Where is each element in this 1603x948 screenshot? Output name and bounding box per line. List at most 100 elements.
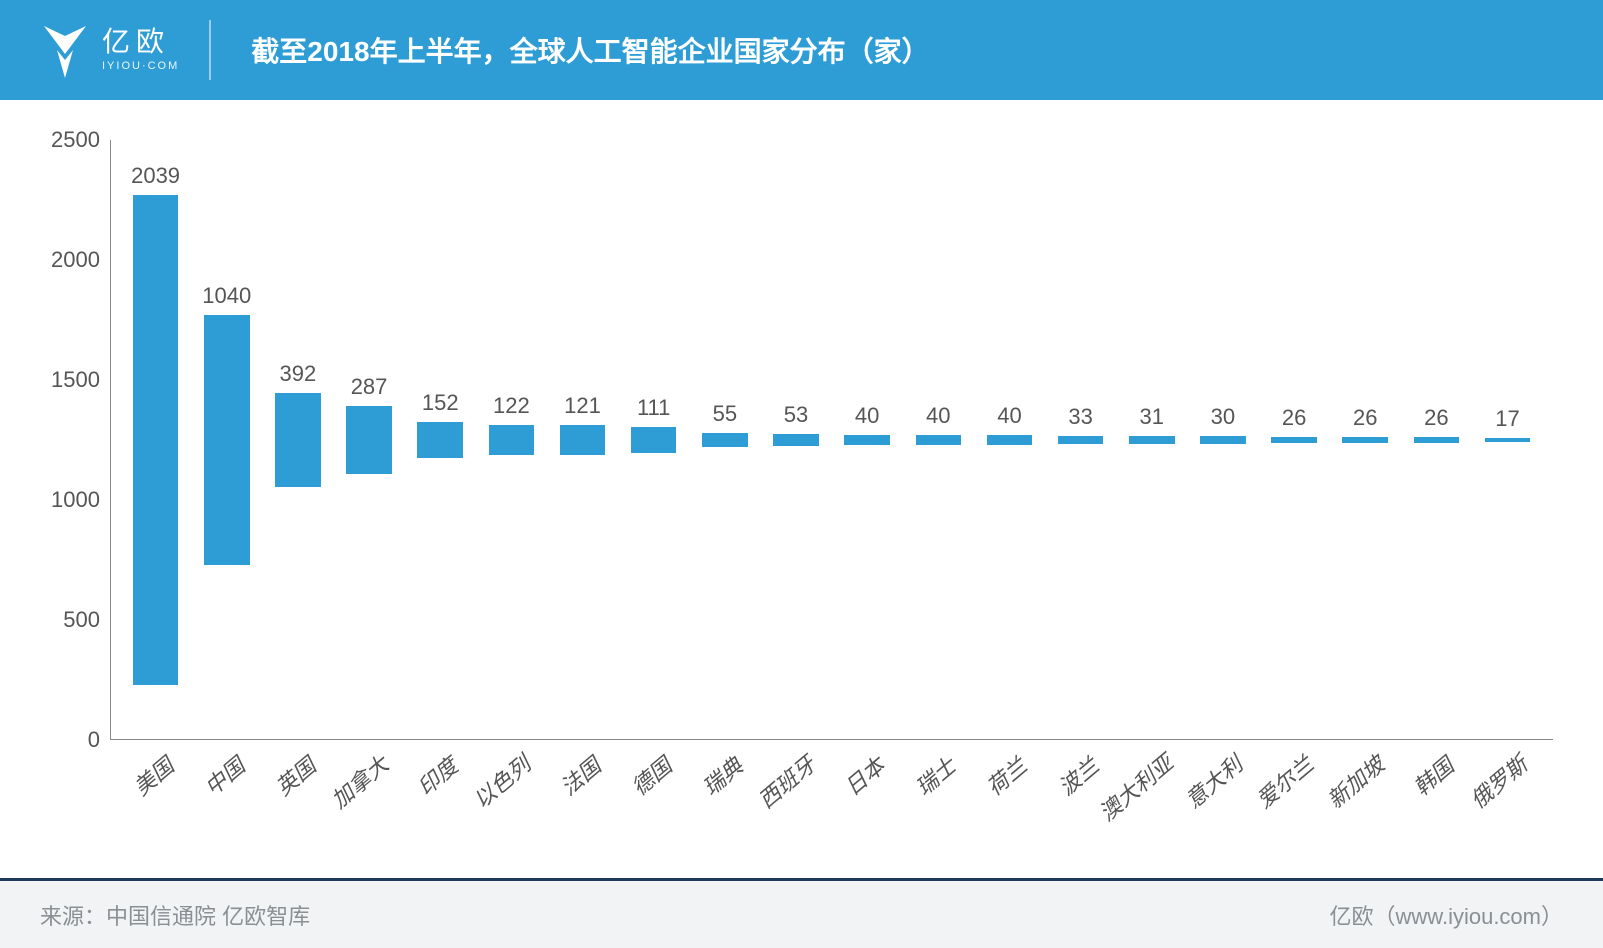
y-axis: 05001000150020002500 xyxy=(40,140,110,740)
bar xyxy=(773,434,819,447)
bar xyxy=(1271,437,1317,443)
bar xyxy=(1129,436,1175,443)
bar-column: 17 xyxy=(1472,140,1543,740)
header-bar: 亿欧 IYIOU·COM 截至2018年上半年，全球人工智能企业国家分布（家） xyxy=(0,0,1603,100)
bar-column: 40 xyxy=(974,140,1045,740)
yiou-logo-icon xyxy=(40,20,90,80)
plot-area: 2039 1040 392 287 152 122 121 111 55 53 40 40 40 33 31… xyxy=(110,140,1553,740)
bar xyxy=(275,393,321,487)
bar-value-label: 30 xyxy=(1211,404,1235,430)
bar xyxy=(916,435,962,445)
y-tick-label: 500 xyxy=(40,607,100,633)
bar-column: 40 xyxy=(903,140,974,740)
bar-column: 55 xyxy=(689,140,760,740)
bar-value-label: 121 xyxy=(564,393,601,419)
y-tick-label: 1500 xyxy=(40,367,100,393)
y-tick-label: 2500 xyxy=(40,127,100,153)
bar xyxy=(489,425,535,454)
bar-column: 26 xyxy=(1401,140,1472,740)
x-tick-label: 印度 xyxy=(405,740,476,850)
x-tick-label: 爱尔兰 xyxy=(1259,740,1330,850)
bar-column: 53 xyxy=(760,140,831,740)
x-tick-label: 法国 xyxy=(547,740,618,850)
bar xyxy=(1058,436,1104,444)
y-tick-label: 2000 xyxy=(40,247,100,273)
bar-column: 122 xyxy=(476,140,547,740)
y-tick-label: 0 xyxy=(40,727,100,753)
chart-area: 0 500 1000 1500 2000 2500 2039 1040 392 287 152 12… xyxy=(40,130,1563,850)
bar xyxy=(631,427,677,454)
bar-value-label: 26 xyxy=(1424,405,1448,431)
x-tick-label: 瑞士 xyxy=(903,740,974,850)
bar-value-label: 392 xyxy=(280,361,317,387)
bar xyxy=(417,422,463,458)
attribution-text: 亿欧（www.iyiou.com） xyxy=(1330,899,1563,931)
bar-value-label: 2039 xyxy=(131,163,180,189)
bar-value-label: 53 xyxy=(784,402,808,428)
x-tick-label: 俄罗斯 xyxy=(1472,740,1543,850)
bar-value-label: 31 xyxy=(1140,404,1164,430)
bar-column: 2039 xyxy=(120,140,191,740)
x-tick-label: 美国 xyxy=(120,740,191,850)
x-tick-label: 英国 xyxy=(262,740,333,850)
bar-value-label: 1040 xyxy=(202,283,251,309)
chart-title: 截至2018年上半年，全球人工智能企业国家分布（家） xyxy=(251,30,929,70)
bar-column: 26 xyxy=(1259,140,1330,740)
bar-value-label: 40 xyxy=(926,403,950,429)
y-tick-label: 1000 xyxy=(40,487,100,513)
bar-value-label: 33 xyxy=(1068,404,1092,430)
bar-value-label: 111 xyxy=(637,395,670,421)
bar-value-label: 152 xyxy=(422,390,459,416)
logo-en-text: IYIOU·COM xyxy=(102,60,179,72)
bar-column: 121 xyxy=(547,140,618,740)
x-tick-label: 以色列 xyxy=(476,740,547,850)
x-tick-label: 中国 xyxy=(191,740,262,850)
bar xyxy=(1414,437,1460,443)
bars-container: 2039 1040 392 287 152 122 121 111 55 53 40 40 40 33 31… xyxy=(110,140,1553,740)
bar-column: 152 xyxy=(405,140,476,740)
source-text: 来源：中国信通院 亿欧智库 xyxy=(40,899,310,931)
logo-text: 亿欧 IYIOU·COM xyxy=(102,28,179,72)
bar-column: 30 xyxy=(1187,140,1258,740)
x-tick-label: 日本 xyxy=(832,740,903,850)
bar-value-label: 40 xyxy=(997,403,1021,429)
bar-column: 111 xyxy=(618,140,689,740)
x-tick-label: 荷兰 xyxy=(974,740,1045,850)
bar-column: 26 xyxy=(1330,140,1401,740)
bar-value-label: 40 xyxy=(855,403,879,429)
bar-column: 1040 xyxy=(191,140,262,740)
x-tick-label: 韩国 xyxy=(1401,740,1472,850)
bar-column: 33 xyxy=(1045,140,1116,740)
bar xyxy=(844,435,890,445)
logo-block: 亿欧 IYIOU·COM xyxy=(40,20,211,80)
bar-value-label: 26 xyxy=(1353,405,1377,431)
bar-value-label: 55 xyxy=(713,401,737,427)
footer-bar: 来源：中国信通院 亿欧智库 亿欧（www.iyiou.com） xyxy=(0,878,1603,948)
bar xyxy=(702,433,748,446)
x-tick-label: 新加坡 xyxy=(1330,740,1401,850)
bar xyxy=(1200,436,1246,443)
bar-value-label: 122 xyxy=(493,393,530,419)
bar xyxy=(346,406,392,475)
x-tick-label: 瑞典 xyxy=(689,740,760,850)
x-tick-label: 德国 xyxy=(618,740,689,850)
x-tick-label: 西班牙 xyxy=(760,740,831,850)
bar xyxy=(1342,437,1388,443)
bar-column: 287 xyxy=(333,140,404,740)
bar xyxy=(133,195,179,684)
x-tick-label: 澳大利亚 xyxy=(1116,740,1187,850)
x-tick-label: 加拿大 xyxy=(333,740,404,850)
bar-column: 392 xyxy=(262,140,333,740)
bar-column: 40 xyxy=(832,140,903,740)
bar xyxy=(987,435,1033,445)
bar-value-label: 17 xyxy=(1495,406,1519,432)
bar-column: 31 xyxy=(1116,140,1187,740)
bar-value-label: 287 xyxy=(351,374,388,400)
bar xyxy=(1485,438,1531,442)
x-axis-labels: 美国中国英国加拿大印度以色列法国德国瑞典西班牙日本瑞士荷兰波兰澳大利亚意大利爱尔… xyxy=(110,740,1553,850)
bar xyxy=(204,315,250,565)
logo-cn-text: 亿欧 xyxy=(102,28,179,56)
bar-value-label: 26 xyxy=(1282,405,1306,431)
x-tick-label: 意大利 xyxy=(1187,740,1258,850)
bar xyxy=(560,425,606,454)
